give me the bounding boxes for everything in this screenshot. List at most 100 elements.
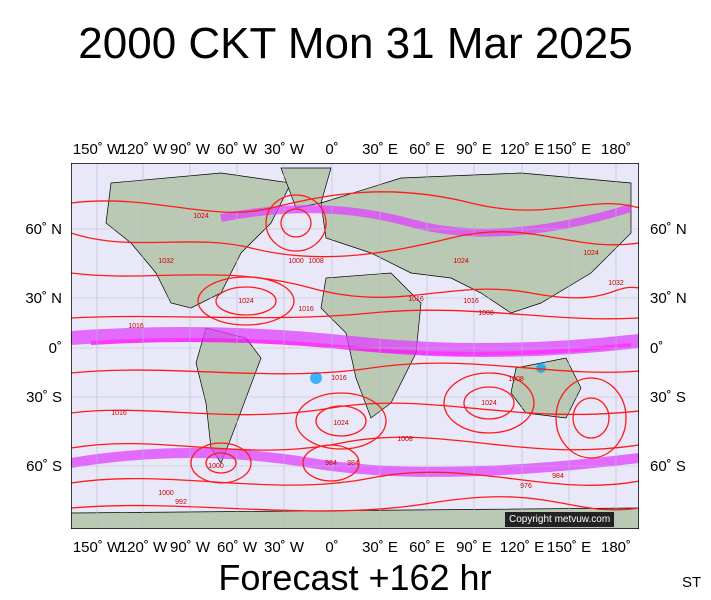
lon-label: 150˚ W	[72, 141, 122, 158]
lon-label: 120˚ E	[499, 141, 545, 158]
isobars	[71, 191, 639, 512]
high-pressure-cell	[197, 276, 295, 326]
lat-label: 30˚ N	[25, 290, 62, 307]
lon-label: 60˚ E	[409, 539, 445, 556]
lon-label: 120˚ E	[499, 539, 545, 556]
rain-cell	[536, 363, 546, 373]
weather-map: 1024 1032 1016 1000 1024 1016 1008 1016 …	[71, 163, 639, 529]
isobar-label: 1024	[481, 400, 497, 407]
low-pressure-cell	[302, 444, 360, 482]
lon-label: 30˚ W	[263, 141, 305, 158]
lat-label: 60˚ N	[25, 221, 62, 238]
isobar-label: 1032	[608, 280, 624, 287]
low-pressure-cell	[190, 442, 252, 484]
lon-label: 180˚	[600, 539, 632, 556]
isobar-label: 984	[325, 460, 337, 467]
lon-label: 0˚	[325, 539, 339, 556]
isobar-label: 984	[552, 473, 564, 480]
isobar-line	[71, 309, 639, 320]
isobar-line	[71, 272, 639, 299]
southern-storm-track	[71, 448, 639, 477]
lon-label: 60˚ W	[216, 141, 258, 158]
lon-label: 60˚ W	[216, 539, 258, 556]
lon-label: 90˚ W	[169, 539, 211, 556]
copyright-label: Copyright metvuw.com	[505, 512, 615, 527]
lon-label: 150˚ W	[72, 539, 122, 556]
lon-label: 180˚	[600, 141, 632, 158]
isobar-line	[71, 362, 639, 375]
australia	[510, 357, 582, 419]
isobar-line	[71, 471, 639, 486]
isobar-label: 984	[347, 460, 359, 467]
isobar-label: 1016	[111, 410, 127, 417]
isobar-label: 1024	[238, 298, 254, 305]
low-pressure-cell	[205, 452, 237, 474]
isobar-label: 1024	[583, 250, 599, 257]
isobar-line	[71, 496, 639, 512]
isobar-line	[71, 436, 639, 451]
high-pressure-cell	[443, 372, 535, 434]
isobar-line	[71, 231, 639, 258]
lat-label: 0˚	[650, 340, 664, 357]
northern-storm-track	[220, 204, 633, 237]
lat-label: 60˚ S	[650, 458, 686, 475]
lon-label: 60˚ E	[409, 141, 445, 158]
isobar-label: 1032	[158, 258, 174, 265]
low-pressure-cell	[265, 194, 327, 252]
corner-label: ST	[682, 574, 702, 591]
lon-label: 30˚ E	[362, 539, 398, 556]
isobar-label: 1000	[158, 490, 174, 497]
isobar-label: 1008	[478, 310, 494, 317]
isobar-label: 1024	[333, 420, 349, 427]
lon-label: 90˚ W	[169, 141, 211, 158]
lon-label: 90˚ E	[456, 539, 492, 556]
low-pressure-cell	[555, 377, 627, 459]
lon-label: 30˚ W	[263, 539, 305, 556]
isobar-label: 1024	[193, 213, 209, 220]
lon-label: 30˚ E	[362, 141, 398, 158]
lat-label: 30˚ S	[650, 389, 686, 406]
lon-label: 120˚ W	[118, 141, 168, 158]
low-pressure-cell	[280, 208, 312, 238]
lat-label: 60˚ N	[650, 221, 687, 238]
isobar-label: 1000	[288, 258, 304, 265]
lon-label: 90˚ E	[456, 141, 492, 158]
isobar-label: 1008	[397, 436, 413, 443]
isobar-label: 1016	[128, 323, 144, 330]
isobar-label: 1016	[298, 306, 314, 313]
isobar-label: 1024	[453, 258, 469, 265]
isobar-line	[71, 191, 639, 213]
high-pressure-cell	[295, 392, 387, 450]
antarctica	[71, 507, 639, 529]
forecast-label: Forecast +162 hr	[218, 557, 492, 598]
graticule	[71, 163, 639, 529]
isobar-label: 1016	[331, 375, 347, 382]
precipitation-bands	[71, 204, 639, 477]
isobar-labels: 1024 1032 1016 1000 1024 1016 1008 1016 …	[111, 213, 624, 506]
eurasia	[320, 172, 632, 314]
lat-label: 0˚	[48, 340, 62, 357]
rain-cell	[310, 372, 322, 384]
isobar-label: 1008	[508, 376, 524, 383]
lon-label: 150˚ E	[546, 141, 592, 158]
map-title: 2000 CKT Mon 31 Mar 2025	[78, 19, 633, 68]
lat-label: 30˚ N	[650, 290, 687, 307]
isobar-label: 1008	[308, 258, 324, 265]
high-pressure-cell	[215, 286, 277, 316]
high-pressure-cell	[315, 405, 367, 437]
lon-label: 0˚	[325, 141, 339, 158]
isobar-label: 976	[520, 483, 532, 490]
isobar-label: 1016	[463, 298, 479, 305]
lat-label: 30˚ S	[26, 389, 62, 406]
lat-label: 60˚ S	[26, 458, 62, 475]
high-pressure-cell	[463, 386, 515, 420]
isobar-line	[71, 402, 639, 416]
isobar-label: 1016	[408, 296, 424, 303]
tropical-rain-band	[71, 327, 639, 358]
isobar-label: 1000	[208, 463, 224, 470]
lon-label: 150˚ E	[546, 539, 592, 556]
lon-label: 120˚ W	[118, 539, 168, 556]
low-pressure-cell	[572, 397, 610, 439]
north-america	[105, 172, 292, 309]
isobar-label: 992	[175, 499, 187, 506]
